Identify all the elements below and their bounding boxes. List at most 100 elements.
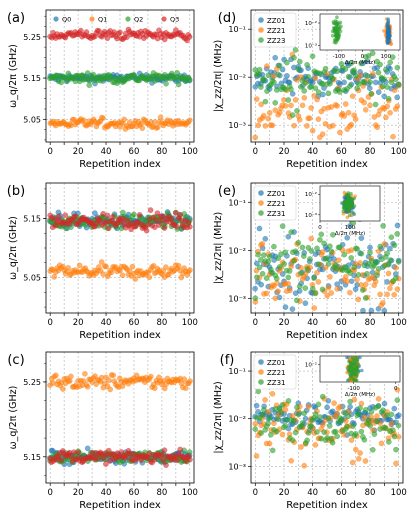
legend-marker	[258, 200, 264, 206]
point-ZZ21	[253, 96, 260, 102]
point-ZZ21	[334, 286, 340, 292]
legend-marker	[125, 16, 131, 22]
point-ZZ31	[312, 411, 319, 417]
point-Q2	[174, 70, 180, 76]
legend: ZZ01 ZZ21 ZZ23	[253, 12, 297, 48]
point-ZZ21	[337, 129, 343, 136]
point-ZZ31	[273, 275, 280, 282]
point-ZZ21	[394, 386, 401, 393]
point-ZZ01	[284, 73, 290, 79]
point-ZZ31	[383, 425, 389, 432]
point-Q1	[51, 274, 57, 280]
point-ZZ21	[328, 290, 334, 296]
point-ZZ21	[343, 273, 349, 280]
point-Q3	[75, 449, 81, 456]
point-Q3	[104, 35, 111, 41]
point-ZZ21	[348, 437, 355, 443]
point-ZZ31	[301, 410, 307, 417]
inset-point-ZZ31	[349, 373, 353, 377]
point-ZZ21	[341, 113, 348, 119]
point-ZZ01	[320, 91, 326, 98]
inset-point-ZZ31	[346, 204, 351, 209]
point-ZZ31	[291, 257, 297, 264]
x-tick-label: 60	[129, 488, 140, 498]
point-ZZ31	[259, 270, 266, 277]
point-ZZ21	[272, 107, 279, 113]
point-ZZ21	[352, 116, 359, 122]
point-ZZ23	[345, 73, 352, 80]
point-ZZ31	[285, 398, 292, 404]
y-tick-label: 5.05	[23, 274, 41, 283]
point-Q1	[65, 265, 71, 271]
point-ZZ31	[308, 423, 314, 429]
inset: -100 0 100 10⁻³ 10⁻² Δ/2π (MHz)	[305, 13, 401, 66]
x-axis-label: Repetition index	[286, 330, 368, 341]
point-Q3	[117, 29, 123, 36]
point-ZZ21	[384, 103, 390, 110]
point-ZZ21	[262, 397, 268, 403]
inset-point-ZZ23	[336, 33, 341, 38]
point-Q1	[160, 268, 167, 274]
point-ZZ21	[308, 105, 314, 111]
point-ZZ31	[268, 431, 274, 438]
point-ZZ31	[393, 275, 399, 281]
point-Q1	[108, 269, 115, 276]
point-ZZ21	[296, 116, 303, 123]
panel-f: 0 20 40 60 80 100 10⁻³ 10⁻² 10⁻¹ Repetition index…	[213, 351, 407, 511]
point-ZZ31	[259, 412, 266, 418]
point-ZZ21	[387, 110, 393, 116]
point-ZZ31	[374, 418, 380, 425]
point-ZZ31	[390, 427, 396, 433]
x-tick-label: 80	[365, 488, 376, 498]
y-tick-label: 5.15	[23, 453, 41, 462]
point-ZZ21	[394, 103, 401, 109]
point-ZZ23	[262, 98, 269, 105]
point-ZZ21	[380, 300, 386, 306]
point-ZZ31	[255, 251, 261, 258]
point-ZZ31	[314, 245, 320, 252]
point-ZZ31	[278, 409, 284, 416]
point-ZZ31	[388, 234, 395, 240]
point-ZZ21	[279, 431, 286, 438]
x-tick-label: 60	[336, 318, 347, 328]
point-ZZ31	[310, 285, 316, 292]
point-ZZ01	[279, 66, 286, 73]
point-Q3	[72, 213, 79, 220]
point-Q1	[60, 386, 66, 392]
point-ZZ23	[301, 88, 307, 94]
y-tick-label: 10⁻¹	[228, 367, 246, 376]
point-Q1	[183, 385, 189, 391]
inset-point-ZZ31	[347, 213, 352, 218]
point-ZZ31	[337, 244, 343, 251]
point-ZZ21	[335, 257, 342, 263]
point-ZZ21	[315, 279, 322, 285]
point-ZZ21	[314, 269, 320, 276]
point-ZZ31	[252, 295, 259, 301]
legend: ZZ01 ZZ21 ZZ31	[253, 185, 297, 221]
inset-point-ZZ31	[344, 208, 349, 212]
point-ZZ31	[265, 258, 272, 265]
point-ZZ31	[315, 261, 322, 267]
point-ZZ31	[311, 275, 317, 281]
point-ZZ21	[259, 241, 266, 247]
point-ZZ21	[362, 281, 369, 288]
point-Q3	[143, 227, 150, 234]
point-ZZ23	[361, 80, 368, 86]
inset-point-ZZ23	[338, 20, 343, 25]
data-points	[47, 371, 193, 468]
point-ZZ21	[361, 99, 367, 106]
point-ZZ21	[345, 109, 352, 116]
point-ZZ21	[394, 286, 401, 292]
point-ZZ31	[298, 270, 304, 276]
point-ZZ31	[375, 403, 382, 409]
point-ZZ21	[374, 413, 380, 419]
point-ZZ31	[378, 256, 385, 263]
x-tick-label: 60	[129, 147, 140, 157]
point-ZZ21	[288, 102, 294, 109]
point-Q1	[100, 271, 106, 277]
point-Q2	[152, 78, 158, 84]
point-Q2	[84, 70, 91, 76]
point-ZZ31	[279, 402, 286, 408]
point-ZZ01	[394, 94, 400, 101]
point-Q2	[58, 79, 64, 86]
